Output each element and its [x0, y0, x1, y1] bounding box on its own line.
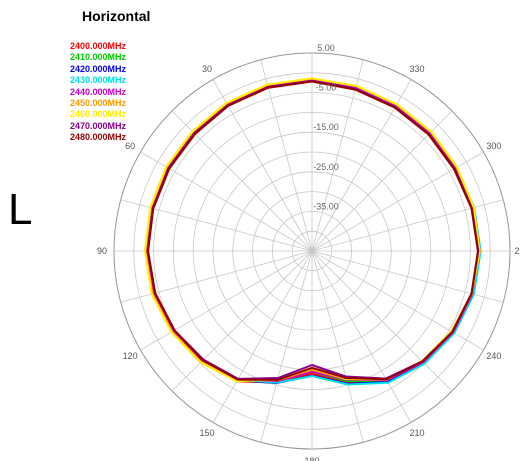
legend-item: 2410.000MHz: [70, 52, 127, 63]
angle-tick-label: 240: [486, 351, 501, 361]
grid-spoke: [171, 250, 313, 392]
legend-item: 2400.000MHz: [70, 41, 127, 51]
angle-tick-label: 30: [202, 64, 212, 74]
grid-spoke: [212, 250, 313, 423]
radial-tick-label: -15.00: [313, 122, 339, 132]
grid-spoke: [311, 59, 364, 252]
grid-spoke: [311, 250, 453, 392]
legend-item: 2430.000MHz: [70, 75, 127, 86]
side-annotation: L: [8, 185, 33, 234]
legend-item: 2460.000MHz: [70, 109, 127, 120]
grid-spoke: [260, 59, 313, 252]
legend-item: 2440.000MHz: [70, 86, 127, 97]
radial-tick-label: -25.00: [313, 162, 339, 172]
grid-spoke: [260, 250, 313, 443]
angle-tick-label: 180: [304, 456, 319, 461]
chart-title: Horizontal: [82, 8, 151, 24]
grid-spoke: [311, 250, 412, 423]
radial-tick-label: -5.00: [316, 83, 337, 93]
legend: 2400.000MHz 2410.000MHz 2420.000MHz 2430.00…: [70, 41, 126, 144]
angle-tick-label: 210: [409, 428, 424, 438]
grid-spoke: [311, 250, 484, 351]
angle-tick-label: 60: [125, 141, 135, 151]
polar-grid: [113, 52, 511, 450]
grid-spoke: [140, 250, 313, 351]
legend-item: 2470.000MHz: [70, 120, 127, 131]
angle-tick-label: 330: [409, 64, 424, 74]
angle-tick-label: 150: [199, 428, 214, 438]
legend-item: 2450.000MHz: [70, 98, 127, 109]
legend-item: 2420.000MHz: [70, 63, 127, 74]
angle-tick-label: 300: [486, 141, 501, 151]
series-line: [147, 80, 479, 381]
axis-labels: 30 60 90 120 150 180 210 240 270 300 330 5.00 -5.00 -…: [97, 43, 520, 461]
angle-tick-label: 120: [123, 351, 138, 361]
grid-spoke: [311, 250, 364, 443]
radial-tick-label: 5.00: [317, 43, 335, 53]
legend-item: 2480.000MHz: [70, 132, 127, 143]
grid-spoke: [212, 79, 313, 252]
angle-tick-label: 270: [514, 246, 520, 256]
angle-tick-label: 90: [97, 246, 107, 256]
series-layer: [143, 77, 482, 386]
radial-tick-label: -35.00: [313, 201, 339, 211]
